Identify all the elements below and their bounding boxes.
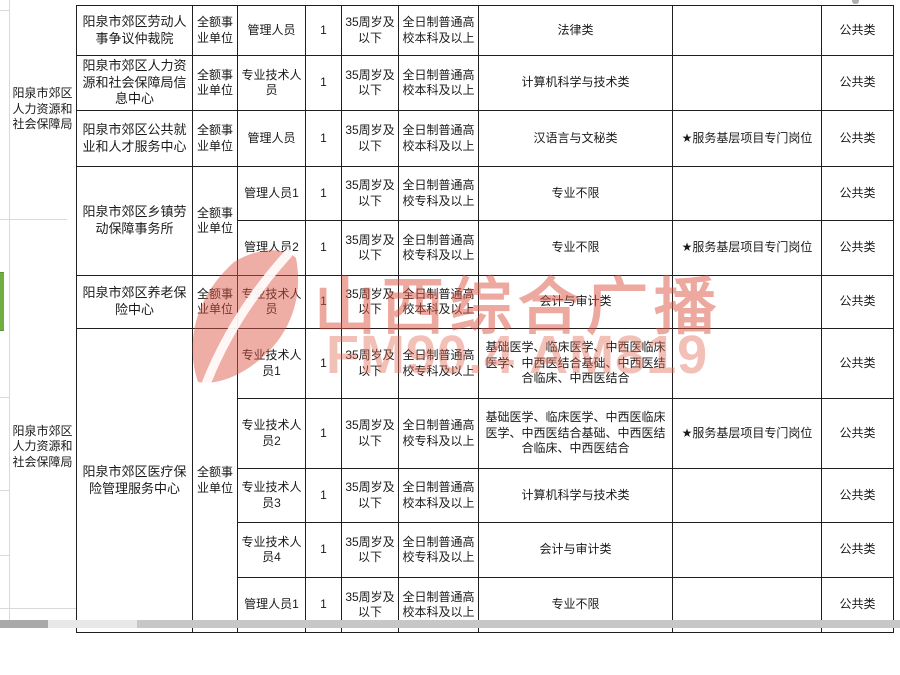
cell-category[interactable]: 公共类	[822, 111, 894, 167]
cell-special[interactable]: ★服务基层项目专门岗位	[673, 221, 822, 276]
cell-count[interactable]: 1	[306, 6, 342, 56]
cell-establishment-merged[interactable]: 全额事业单位	[193, 167, 238, 276]
cell-special[interactable]	[673, 56, 822, 111]
cell-count[interactable]: 1	[306, 56, 342, 111]
scrollbar-thumb[interactable]	[137, 620, 900, 628]
sheet-gridline	[0, 10, 9, 11]
sheet-gridline	[0, 555, 9, 556]
cell-education[interactable]: 全日制普通高校本科及以上	[399, 56, 479, 111]
cell-count[interactable]: 1	[306, 276, 342, 329]
cell-age[interactable]: 35周岁及以下	[342, 6, 399, 56]
cell-count[interactable]: 1	[306, 329, 342, 399]
cell-education[interactable]: 全日制普通高校本科及以上	[399, 6, 479, 56]
cell-education[interactable]: 全日制普通高校本科及以上	[399, 578, 479, 633]
cell-unit[interactable]: 阳泉市郊区劳动人事争议仲裁院	[77, 6, 193, 56]
cell-major[interactable]: 会计与审计类	[479, 276, 673, 329]
cell-education[interactable]: 全日制普通高校本科及以上	[399, 469, 479, 523]
cell-education[interactable]: 全日制普通高校专科及以上	[399, 221, 479, 276]
cell-position[interactable]: 管理人员	[238, 6, 306, 56]
sheet-gridline-vertical	[9, 0, 10, 620]
department-merged-cell-top[interactable]: 阳泉市郊区人力资源和社会保障局	[12, 86, 73, 132]
cell-establishment[interactable]: 全额事业单位	[193, 6, 238, 56]
cell-establishment-merged[interactable]: 全额事业单位	[193, 329, 238, 633]
cell-special[interactable]	[673, 329, 822, 399]
cell-education[interactable]: 全日制普通高校本科及以上	[399, 276, 479, 329]
cell-count[interactable]: 1	[306, 221, 342, 276]
cell-category[interactable]: 公共类	[822, 167, 894, 221]
sheet-gridline	[0, 397, 9, 398]
cell-education[interactable]: 全日制普通高校专科及以上	[399, 523, 479, 578]
cell-establishment[interactable]: 全额事业单位	[193, 111, 238, 167]
cell-count[interactable]: 1	[306, 469, 342, 523]
cell-age[interactable]: 35周岁及以下	[342, 56, 399, 111]
cell-major[interactable]: 专业不限	[479, 221, 673, 276]
cell-establishment[interactable]: 全额事业单位	[193, 56, 238, 111]
cell-category[interactable]: 公共类	[822, 399, 894, 469]
horizontal-scrollbar[interactable]	[0, 620, 900, 628]
cell-age[interactable]: 35周岁及以下	[342, 329, 399, 399]
cell-category[interactable]: 公共类	[822, 523, 894, 578]
cell-special[interactable]: ★服务基层项目专门岗位	[673, 399, 822, 469]
cell-education[interactable]: 全日制普通高校专科及以上	[399, 167, 479, 221]
cell-age[interactable]: 35周岁及以下	[342, 221, 399, 276]
cell-education[interactable]: 全日制普通高校专科及以上	[399, 329, 479, 399]
cell-position[interactable]: 管理人员1	[238, 167, 306, 221]
cell-position[interactable]: 管理人员	[238, 111, 306, 167]
recruitment-table: 阳泉市郊区劳动人事争议仲裁院 全额事业单位 管理人员 1 35周岁及以下 全日制…	[76, 5, 894, 633]
cell-major[interactable]: 汉语言与文秘类	[479, 111, 673, 167]
cell-position[interactable]: 专业技术人员3	[238, 469, 306, 523]
cell-age[interactable]: 35周岁及以下	[342, 399, 399, 469]
cell-unit-merged[interactable]: 阳泉市郊区医疗保险管理服务中心	[77, 329, 193, 633]
cell-unit[interactable]: 阳泉市郊区人力资源和社会保障局信息中心	[77, 56, 193, 111]
cell-position[interactable]: 专业技术人员2	[238, 399, 306, 469]
cell-category[interactable]: 公共类	[822, 469, 894, 523]
cell-position[interactable]: 专业技术人员1	[238, 329, 306, 399]
cell-establishment[interactable]: 全额事业单位	[193, 276, 238, 329]
cell-age[interactable]: 35周岁及以下	[342, 469, 399, 523]
cell-position[interactable]: 专业技术人员4	[238, 523, 306, 578]
cell-unit[interactable]: 阳泉市郊区公共就业和人才服务中心	[77, 111, 193, 167]
cell-age[interactable]: 35周岁及以下	[342, 111, 399, 167]
cell-special[interactable]	[673, 276, 822, 329]
cell-count[interactable]: 1	[306, 167, 342, 221]
cell-major[interactable]: 专业不限	[479, 167, 673, 221]
cell-category[interactable]: 公共类	[822, 221, 894, 276]
cell-special[interactable]	[673, 167, 822, 221]
cell-count[interactable]: 1	[306, 523, 342, 578]
cell-education[interactable]: 全日制普通高校本科及以上	[399, 111, 479, 167]
cell-category[interactable]: 公共类	[822, 6, 894, 56]
cell-position[interactable]: 管理人员2	[238, 221, 306, 276]
green-edge-strip	[0, 272, 4, 331]
cell-age[interactable]: 35周岁及以下	[342, 276, 399, 329]
cell-major[interactable]: 法律类	[479, 6, 673, 56]
cell-unit-merged[interactable]: 阳泉市郊区乡镇劳动保障事务所	[77, 167, 193, 276]
sheet-gridline	[0, 490, 9, 491]
cell-special[interactable]: ★服务基层项目专门岗位	[673, 111, 822, 167]
cell-age[interactable]: 35周岁及以下	[342, 523, 399, 578]
cell-count[interactable]: 1	[306, 399, 342, 469]
clipped-text-fragment	[852, 0, 859, 4]
cell-age[interactable]: 35周岁及以下	[342, 167, 399, 221]
sheet-gridline	[0, 608, 76, 609]
cell-category[interactable]: 公共类	[822, 56, 894, 111]
cell-special[interactable]	[673, 523, 822, 578]
scrollbar-segment-left[interactable]	[0, 620, 48, 628]
sheet-gridline	[0, 219, 67, 220]
cell-count[interactable]: 1	[306, 111, 342, 167]
department-merged-cell-bottom[interactable]: 阳泉市郊区人力资源和社会保障局	[12, 423, 73, 469]
cell-position[interactable]: 专业技术人员	[238, 276, 306, 329]
cell-category[interactable]: 公共类	[822, 329, 894, 399]
cell-category[interactable]: 公共类	[822, 276, 894, 329]
cell-major[interactable]: 会计与审计类	[479, 523, 673, 578]
cell-major[interactable]: 计算机科学与技术类	[479, 56, 673, 111]
cell-major[interactable]: 基础医学、临床医学、中西医临床医学、中西医结合基础、中西医结合临床、中西医结合	[479, 399, 673, 469]
cell-special[interactable]	[673, 469, 822, 523]
cell-special[interactable]	[673, 6, 822, 56]
cell-education[interactable]: 全日制普通高校专科及以上	[399, 399, 479, 469]
cell-major[interactable]: 基础医学、临床医学、中西医临床医学、中西医结合基础、中西医结合临床、中西医结合	[479, 329, 673, 399]
cell-position[interactable]: 专业技术人员	[238, 56, 306, 111]
cell-major[interactable]: 计算机科学与技术类	[479, 469, 673, 523]
cell-unit[interactable]: 阳泉市郊区养老保险中心	[77, 276, 193, 329]
